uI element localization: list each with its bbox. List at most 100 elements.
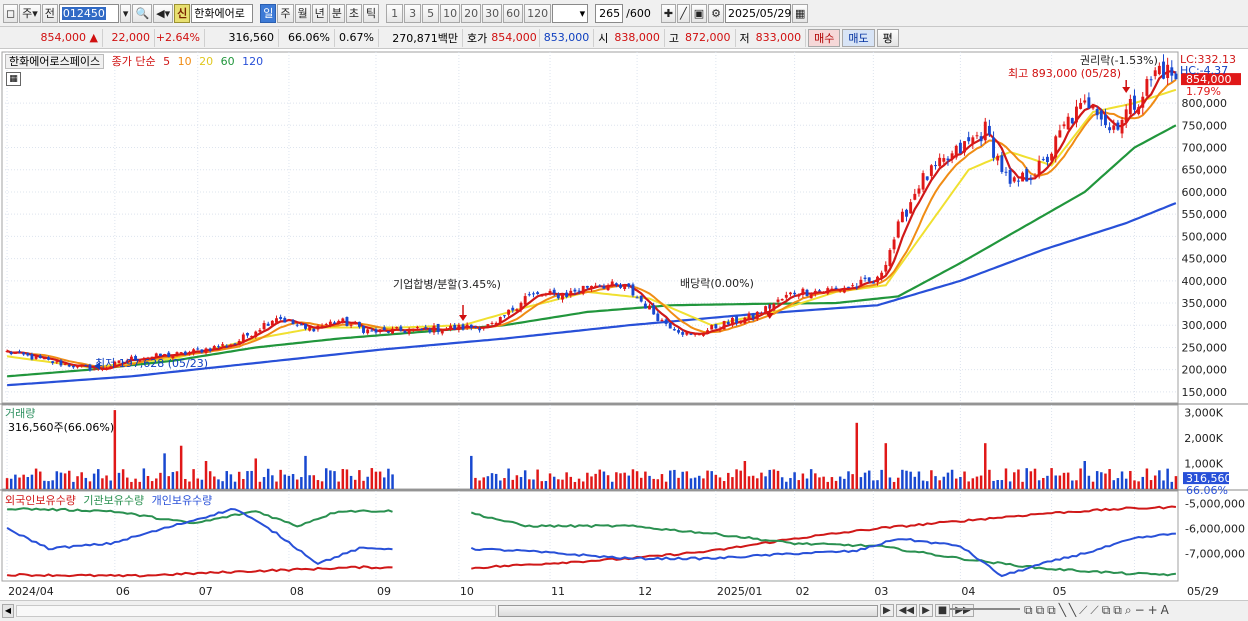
- draw-tool-icon[interactable]: ╱: [677, 3, 690, 23]
- price-axis-tick: 700,000: [1182, 142, 1228, 155]
- period-minute-tab[interactable]: 분: [328, 3, 345, 23]
- calendar-icon[interactable]: ▦: [791, 3, 809, 23]
- ma-type-label: 종가 단순: [111, 55, 156, 68]
- price-candle: [1074, 99, 1078, 128]
- volume-bar: [847, 471, 850, 489]
- volume-bar: [644, 471, 647, 489]
- price-candle: [896, 219, 900, 239]
- interval-20-button[interactable]: 20: [461, 3, 482, 23]
- price-candle: [876, 275, 879, 286]
- interval-120-button[interactable]: 120: [524, 3, 552, 23]
- volume-bar: [1095, 471, 1099, 489]
- interval-10-button[interactable]: 10: [440, 3, 461, 23]
- save-icon[interactable]: ▣: [690, 3, 708, 23]
- volume-bar: [1133, 480, 1136, 489]
- volume-bar: [731, 477, 734, 489]
- period-second-tab[interactable]: 초: [345, 3, 363, 23]
- price-candle: [196, 346, 200, 351]
- volume-bar: [109, 480, 112, 489]
- price-candle: [917, 185, 921, 197]
- code-input[interactable]: 012450: [58, 3, 119, 23]
- sell-button[interactable]: 매도: [842, 28, 875, 47]
- price-candle: [975, 131, 979, 140]
- volume-bar: [809, 469, 813, 489]
- market-select[interactable]: 주 ▾: [19, 3, 41, 23]
- interval-1-button[interactable]: 1: [386, 3, 404, 23]
- table-icon[interactable]: ▦: [6, 72, 21, 86]
- period-tick-tab[interactable]: 틱: [363, 3, 380, 23]
- period-day-tab[interactable]: 일: [260, 3, 277, 23]
- scroll-left-arrow[interactable]: ◀: [2, 604, 14, 618]
- speaker-icon[interactable]: ◀▾: [153, 3, 174, 23]
- stop-icon[interactable]: ■: [934, 604, 951, 617]
- price-candle: [519, 301, 523, 313]
- date-input[interactable]: 2025/05/29: [724, 3, 791, 23]
- volume-bar: [888, 477, 892, 489]
- volume-bar: [722, 481, 726, 489]
- crosshair-icon[interactable]: ✚: [660, 3, 677, 23]
- volume-bar: [876, 480, 879, 489]
- volume-bar: [320, 481, 324, 489]
- scroll-track[interactable]: [16, 605, 496, 617]
- volume-bar: [474, 477, 477, 489]
- period-year-tab[interactable]: 년: [311, 3, 328, 23]
- price-candle: [822, 291, 826, 294]
- price-candle: [631, 282, 635, 298]
- volume-bar: [747, 476, 751, 489]
- interval-30-button[interactable]: 30: [482, 3, 503, 23]
- volume-bar: [337, 481, 340, 489]
- volume-bar: [271, 475, 274, 489]
- custom-interval-input[interactable]: ▾: [552, 3, 589, 23]
- price-candle: [610, 279, 614, 287]
- volume-bar: [756, 478, 759, 489]
- price-candle: [370, 328, 374, 332]
- volume-bar: [843, 478, 846, 489]
- code-dropdown-icon[interactable]: ▾: [119, 3, 132, 23]
- price-candle: [328, 319, 332, 328]
- shin-badge[interactable]: 신: [174, 3, 191, 23]
- period-week-tab[interactable]: 주: [277, 3, 294, 23]
- interval-60-button[interactable]: 60: [503, 3, 524, 23]
- ma60-legend: 60: [220, 55, 235, 68]
- price-candle: [395, 326, 399, 329]
- drawing-tools[interactable]: ⧉⧉⧉╲╲⟋⟋⧉⧉⌕−+A: [1024, 603, 1172, 617]
- period-month-tab[interactable]: 월: [294, 3, 311, 23]
- price-candle: [561, 293, 564, 303]
- zoom-slider[interactable]: [950, 608, 1020, 610]
- chart-window-icon[interactable]: ◻: [3, 3, 19, 23]
- volume-bar: [1124, 478, 1128, 489]
- price-candle: [693, 332, 697, 337]
- volume-bar: [329, 470, 332, 489]
- prev-button[interactable]: 전: [41, 3, 58, 23]
- volume-bar: [930, 470, 933, 489]
- interval-5-button[interactable]: 5: [422, 3, 440, 23]
- search-icon[interactable]: 🔍: [132, 3, 153, 23]
- rewind-icon[interactable]: ◀◀: [895, 604, 918, 617]
- volume-bar: [834, 480, 838, 489]
- price-pane: [1, 51, 1179, 404]
- price-candle: [233, 342, 237, 345]
- volume-bar: [1100, 472, 1103, 489]
- volume-bar: [540, 481, 544, 489]
- price-candle: [598, 284, 602, 287]
- next-icon[interactable]: ▶: [880, 604, 894, 617]
- interval-3-button[interactable]: 3: [404, 3, 422, 23]
- price-candle: [486, 323, 490, 328]
- gear-icon[interactable]: ⚙: [708, 3, 724, 23]
- stock-chart[interactable]: 800,000 750,000 700,000 650,000 600,000 550,0…: [0, 50, 1248, 600]
- price-candle: [345, 316, 349, 327]
- forward-icon[interactable]: ▶▶: [952, 604, 974, 617]
- price-candle: [357, 321, 361, 329]
- volume-bar: [942, 476, 946, 489]
- price-candle: [1099, 108, 1103, 127]
- buy-button[interactable]: 매수: [808, 28, 841, 47]
- volume-bar: [63, 473, 67, 489]
- price-candle: [84, 364, 88, 367]
- eval-button[interactable]: 평: [876, 28, 899, 47]
- price-candle: [1045, 154, 1049, 166]
- scroll-thumb[interactable]: [498, 605, 878, 617]
- price-candle: [1058, 124, 1062, 138]
- price-candle: [212, 344, 216, 351]
- count-input[interactable]: 265: [595, 3, 624, 23]
- play-icon[interactable]: ▶: [919, 604, 933, 617]
